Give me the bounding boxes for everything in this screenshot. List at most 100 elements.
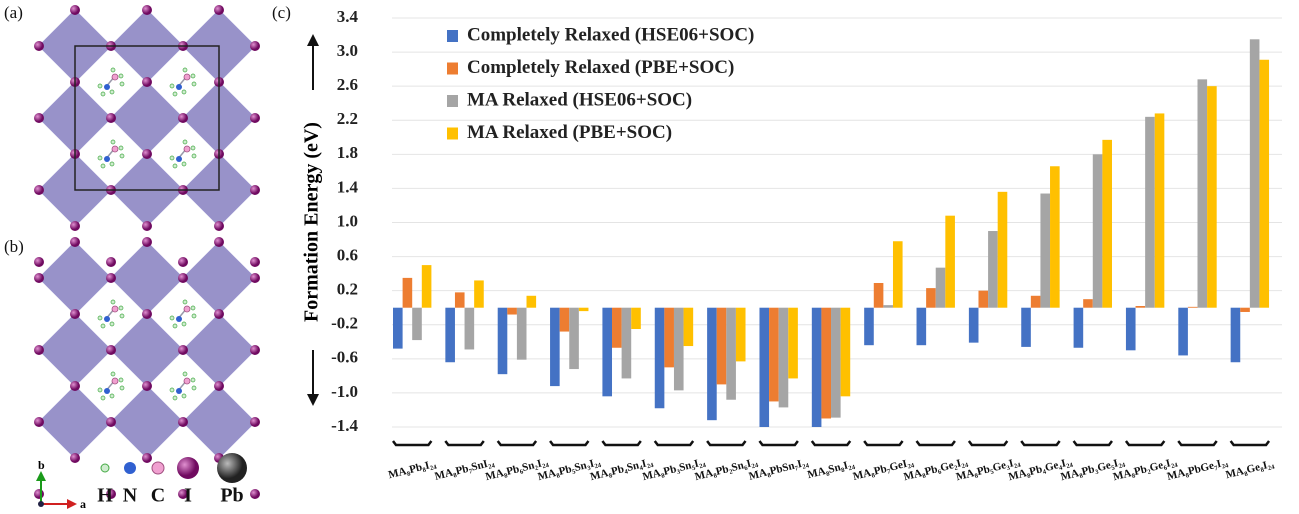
- bar: [1230, 307, 1241, 363]
- hydrogen-atom: [181, 321, 187, 327]
- atom-label: H: [97, 485, 113, 507]
- iodine-atom: [34, 185, 44, 195]
- hydrogen-atom: [182, 67, 188, 73]
- axis-indicator-label: a: [80, 497, 86, 511]
- iodine-atom: [214, 221, 224, 231]
- hydrogen-atom: [118, 145, 124, 151]
- bar: [726, 307, 736, 400]
- hydrogen-atom: [172, 163, 178, 169]
- y-tick-label: -1.4: [331, 416, 358, 435]
- iodine-atom: [178, 113, 188, 123]
- group-bracket: [1177, 440, 1218, 447]
- bar: [464, 307, 475, 350]
- carbon-atom: [183, 305, 191, 313]
- carbon-atom: [111, 145, 119, 153]
- group-bracket: [1020, 440, 1061, 447]
- bar: [612, 307, 622, 348]
- hydrogen-atom: [100, 163, 106, 169]
- bar: [707, 307, 717, 421]
- atom-legend: [100, 453, 247, 483]
- iodine-atom: [106, 257, 116, 267]
- x-tick-label: MA₈Sn₈I₂₄: [806, 458, 856, 481]
- iodine-atom: [70, 453, 80, 463]
- iodine-atom: [106, 345, 116, 355]
- iodine-atom: [70, 237, 80, 247]
- iodine-atom: [214, 309, 224, 319]
- panel-label: (a): [4, 3, 23, 22]
- group-bracket: [549, 440, 590, 447]
- iodine-atom: [34, 417, 44, 427]
- y-tick-label: 1.4: [337, 177, 359, 196]
- octahedron: [182, 313, 256, 387]
- legend-label: Completely Relaxed (HSE06+SOC): [467, 24, 754, 45]
- octahedron: [110, 313, 184, 387]
- octahedron: [38, 313, 112, 387]
- octahedron: [110, 81, 184, 155]
- iodine-atom: [34, 41, 44, 51]
- iodine-atom: [142, 77, 152, 87]
- carbon-atom: [111, 305, 119, 313]
- axes-indicator: [36, 471, 77, 509]
- hydrogen-atom: [181, 89, 187, 95]
- bar: [978, 290, 989, 308]
- iodine-atom: [250, 41, 260, 51]
- bar: [716, 307, 727, 385]
- hydrogen-atom: [109, 393, 115, 399]
- iodine-atom: [70, 5, 80, 15]
- legend-swatch: [447, 95, 458, 107]
- iodine-atom: [214, 5, 224, 15]
- iodine-atom: [250, 257, 260, 267]
- atom-label: N: [123, 485, 138, 507]
- bar: [864, 307, 874, 346]
- hydrogen-atom: [190, 145, 196, 151]
- iodine-atom: [142, 453, 152, 463]
- iodine-atom: [250, 273, 260, 283]
- hydrogen-atom: [181, 393, 187, 399]
- bar: [926, 288, 936, 308]
- x-tick-label: MA₈Pb₈I₂₄: [387, 458, 438, 482]
- bar: [454, 292, 465, 308]
- iodine-atom: [214, 381, 224, 391]
- group-bracket: [496, 440, 538, 447]
- iodine-atom: [178, 273, 188, 283]
- bar: [935, 267, 946, 308]
- hydrogen-atom: [190, 305, 196, 311]
- bar: [1040, 193, 1051, 308]
- bar: [1145, 116, 1155, 308]
- iodine-atom: [178, 257, 188, 267]
- y-tick-label: 3.0: [337, 41, 358, 60]
- group-bracket: [758, 440, 799, 447]
- hydrogen-atom: [97, 387, 103, 393]
- bar: [631, 307, 641, 330]
- bar: [892, 241, 903, 308]
- iodine-atom: [250, 417, 260, 427]
- iodine-atom: [250, 489, 260, 499]
- bar: [778, 307, 789, 408]
- hydrogen-atom: [190, 73, 196, 79]
- carbon-atom: [111, 73, 119, 81]
- bar: [516, 307, 527, 360]
- carbon-atom: [111, 377, 119, 385]
- panel-label: (b): [4, 237, 24, 256]
- bar: [526, 295, 537, 308]
- iodine-atom: [250, 345, 260, 355]
- nitrogen-atom: [176, 316, 182, 322]
- bar: [945, 215, 955, 308]
- bar: [1102, 139, 1112, 308]
- bar: [578, 307, 589, 312]
- atom-label: C: [151, 485, 165, 507]
- hydrogen-atom: [109, 321, 115, 327]
- bar: [474, 280, 484, 308]
- iodine-atom: [214, 237, 224, 247]
- carbon-atom: [183, 377, 191, 385]
- bar: [1207, 86, 1217, 308]
- bar: [402, 277, 413, 308]
- bar: [916, 307, 927, 346]
- bar: [664, 307, 674, 368]
- bar: [507, 307, 517, 315]
- nitrogen-atom: [176, 84, 182, 90]
- group-bracket: [444, 440, 485, 447]
- iodine-atom: [178, 489, 188, 499]
- legend-label: MA Relaxed (PBE+SOC): [467, 122, 672, 143]
- group-bracket: [392, 440, 433, 447]
